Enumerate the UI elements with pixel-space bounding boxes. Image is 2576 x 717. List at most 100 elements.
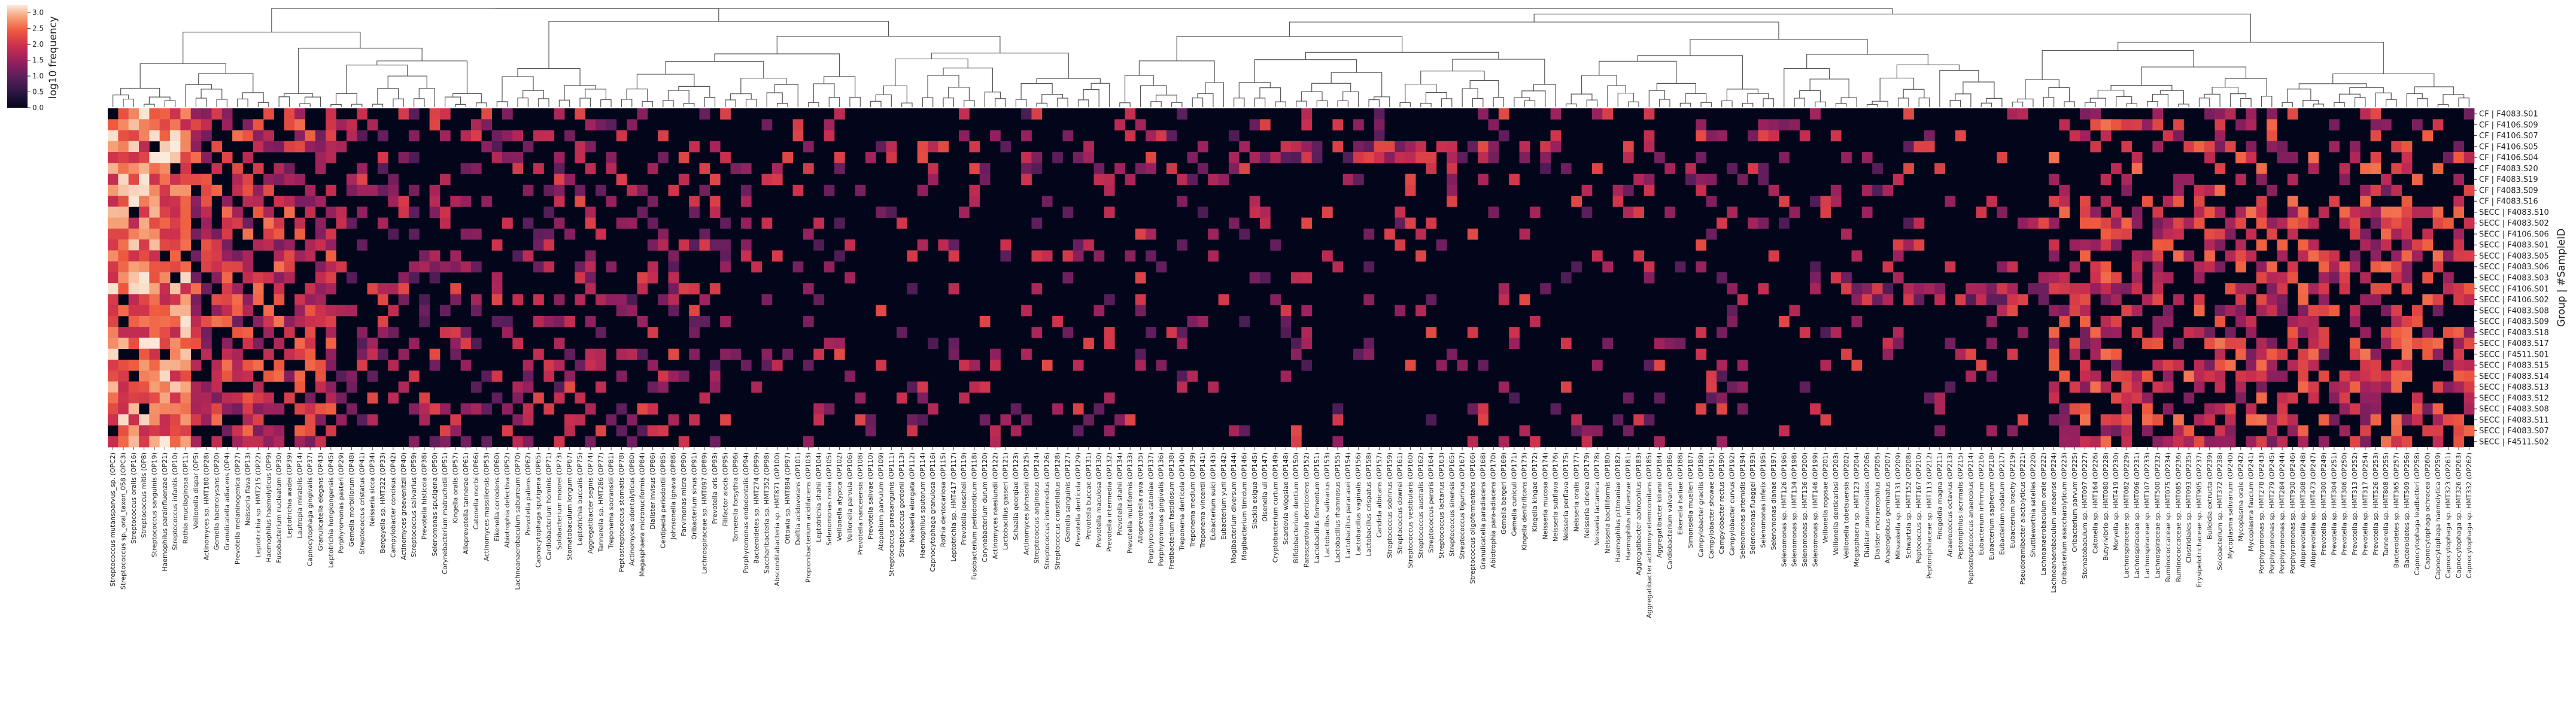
heatmap-cell	[2173, 184, 2184, 196]
heatmap-cell	[969, 163, 980, 174]
column-label: Peptostreptococcus stomatis (OP78)	[618, 452, 625, 572]
heatmap-cell	[938, 239, 949, 251]
heatmap-cell	[128, 130, 139, 142]
heatmap-cell	[1550, 130, 1562, 142]
column-label: Streptococcus mitis (OP8)	[140, 452, 148, 538]
heatmap-cell	[128, 239, 139, 251]
heatmap-cell	[1758, 130, 1769, 142]
heatmap-cell	[108, 327, 119, 338]
heatmap-cell	[2173, 359, 2184, 371]
heatmap-cell	[699, 163, 710, 174]
heatmap-cell	[948, 250, 959, 262]
heatmap-cell	[2267, 228, 2277, 240]
heatmap-cell	[1644, 184, 1655, 196]
heatmap-cell	[419, 414, 430, 426]
dendrogram-link	[2298, 83, 2367, 89]
heatmap-cell	[1031, 217, 1043, 229]
heatmap-cell	[1768, 184, 1779, 196]
heatmap-cell	[139, 163, 150, 174]
dendrogram-link	[895, 58, 968, 86]
heatmap-cell	[699, 184, 710, 196]
heatmap-cell	[2142, 119, 2153, 130]
heatmap-cell	[2162, 436, 2174, 448]
heatmap-cell	[2267, 119, 2277, 130]
heatmap-cell	[1571, 261, 1582, 273]
heatmap-cell	[149, 425, 160, 437]
heatmap-cell	[491, 370, 503, 382]
heatmap-cell	[180, 174, 192, 186]
heatmap-cell	[1768, 119, 1779, 130]
heatmap-cell	[2100, 228, 2112, 240]
dendrogram-link	[2043, 97, 2055, 107]
dendrogram-link	[2313, 104, 2325, 107]
heatmap-cell	[2391, 250, 2402, 262]
heatmap-cell	[274, 370, 285, 382]
dendrogram-link	[1690, 39, 1868, 56]
row-label: SECC | F4083.S11	[2479, 416, 2549, 425]
heatmap-cell	[1114, 163, 1125, 174]
heatmap-cell	[315, 130, 326, 142]
column-label: Actinomyces graevenitzii (OP40)	[400, 452, 408, 560]
heatmap-cell	[647, 381, 658, 393]
heatmap-cell	[792, 261, 804, 273]
dendrogram-link	[496, 101, 508, 107]
dendrogram-link	[1659, 99, 1670, 107]
heatmap-cell	[637, 403, 648, 415]
heatmap-cell	[2401, 370, 2413, 382]
heatmap-cell	[149, 217, 160, 229]
heatmap-cell	[2453, 283, 2465, 294]
column-label: Capnocytophaga leadbetteri (OP258)	[2413, 452, 2421, 575]
heatmap-cell	[1633, 414, 1645, 426]
heatmap-cell	[1571, 414, 1582, 426]
heatmap-cell	[108, 294, 119, 306]
heatmap-cell	[596, 348, 606, 360]
heatmap-cell	[2370, 283, 2381, 294]
column-label: Erysipelotrichaceae sp. HMT905 (OP237)	[2195, 452, 2203, 587]
heatmap-cell	[1177, 239, 1187, 251]
heatmap-cell	[357, 206, 367, 218]
heatmap-cell	[2152, 272, 2164, 284]
heatmap-cell	[108, 196, 119, 207]
heatmap-cell	[1810, 403, 1821, 415]
heatmap-cell	[2152, 141, 2164, 153]
row-label: CF | F4106.S05	[2479, 142, 2538, 151]
heatmap-cell	[2256, 163, 2267, 174]
dendrogram-link	[2282, 102, 2294, 107]
heatmap-cell	[585, 206, 596, 218]
heatmap-cell	[2391, 338, 2402, 350]
heatmap-cell	[481, 119, 493, 130]
heatmap-cell	[1633, 206, 1645, 218]
heatmap-cell	[190, 119, 202, 130]
dendrogram-link	[216, 99, 228, 107]
heatmap-cell	[2298, 294, 2308, 306]
heatmap-cell	[108, 239, 119, 251]
column-label: Kingella oralis (OP57)	[451, 452, 459, 524]
heatmap-cell	[2183, 327, 2195, 338]
heatmap-cell	[1073, 239, 1084, 251]
dendrogram-link	[413, 98, 425, 107]
heatmap-cell	[419, 250, 430, 262]
heatmap-cell	[1758, 217, 1769, 229]
dendrogram-link	[683, 103, 695, 107]
heatmap-cell	[108, 163, 119, 174]
heatmap-cell	[2298, 217, 2308, 229]
dendrogram-link	[1171, 102, 1183, 107]
heatmap-cell	[1654, 392, 1665, 404]
heatmap-cell	[1851, 315, 1863, 327]
heatmap-cell	[1851, 283, 1863, 294]
row-label: CF | F4106.S07	[2479, 132, 2538, 141]
heatmap-cell	[575, 359, 586, 371]
dendrogram-link	[257, 102, 269, 107]
heatmap-cell	[2453, 228, 2465, 240]
heatmap-cell	[1830, 327, 1842, 338]
heatmap-cell	[512, 152, 524, 163]
heatmap-cell	[408, 228, 420, 240]
column-label: Gemella haemolysans (OP20)	[213, 452, 221, 550]
heatmap-cell	[1934, 294, 1945, 306]
heatmap-cell	[190, 141, 202, 153]
dendrogram-link	[2042, 50, 2194, 80]
heatmap-cell	[170, 119, 181, 130]
heatmap-cell	[2194, 359, 2205, 371]
heatmap-cell	[1259, 119, 1271, 130]
heatmap-cell	[824, 184, 835, 196]
